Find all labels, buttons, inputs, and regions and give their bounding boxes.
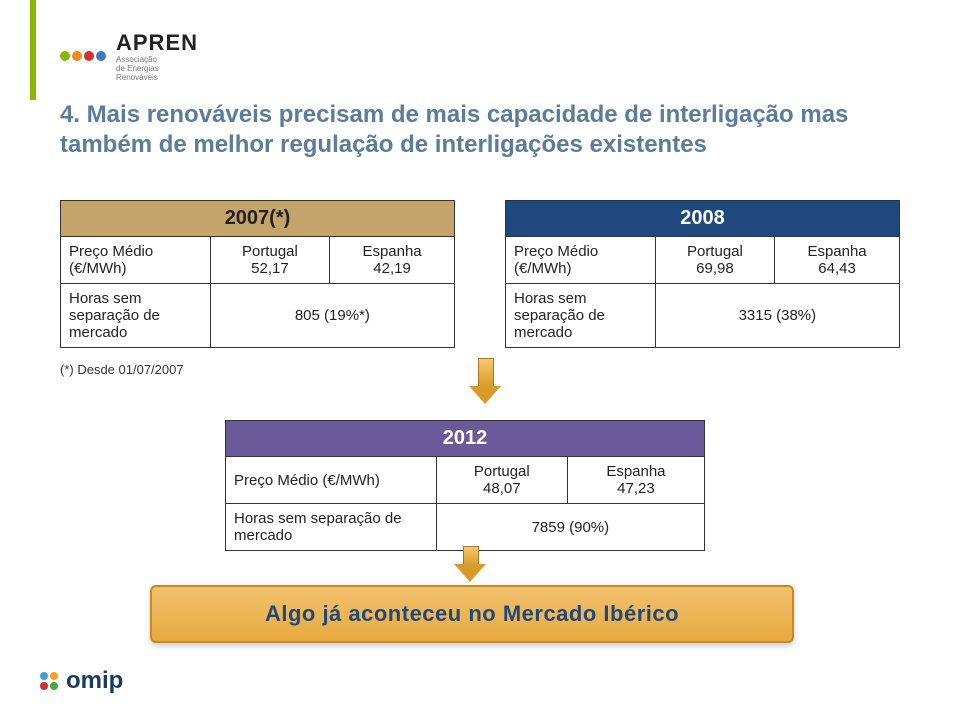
logo-dot — [84, 51, 94, 61]
footer-logo-text: omip — [66, 667, 123, 695]
logo-sub-line: Renováveis — [116, 74, 198, 83]
table-2012-r1c1: Portugal 48,07 — [436, 457, 567, 504]
table-2012: 2012 Preço Médio (€/MWh) Portugal 48,07 … — [225, 420, 705, 551]
table-2008: 2008 Preço Médio (€/MWh) Portugal 69,98 … — [505, 200, 900, 348]
country-label: Espanha — [576, 463, 696, 480]
table-2007-year: 2007(*) — [61, 201, 455, 237]
value: 52,17 — [219, 260, 321, 277]
table-2008-year: 2008 — [506, 201, 900, 237]
table-2007-row1-label: Preço Médio (€/MWh) — [61, 237, 211, 284]
country-label: Espanha — [338, 243, 446, 260]
logo-dot — [50, 672, 58, 680]
value: 48,07 — [445, 480, 559, 497]
value: 64,43 — [783, 260, 891, 277]
table-2007-r1c1: Portugal 52,17 — [210, 237, 329, 284]
table-2007: 2007(*) Preço Médio (€/MWh) Portugal 52,… — [60, 200, 455, 348]
logo-subtitle: Associação de Energias Renováveis — [116, 56, 198, 82]
logo-dot — [60, 51, 70, 61]
table-2007-row2-label: Horas sem separação de mercado — [61, 284, 211, 348]
table-2012-r1c2: Espanha 47,23 — [567, 457, 704, 504]
left-accent-bar — [30, 0, 36, 100]
table-2012-row2-label: Horas sem separação de mercado — [226, 504, 437, 551]
table-2008-row2-label: Horas sem separação de mercado — [506, 284, 656, 348]
country-label: Portugal — [664, 243, 766, 260]
table-2012-container: 2012 Preço Médio (€/MWh) Portugal 48,07 … — [225, 420, 705, 551]
banner-text: Algo já aconteceu no Mercado Ibérico — [265, 601, 679, 627]
value: 42,19 — [338, 260, 446, 277]
logo-text: APREN — [116, 30, 198, 55]
table-2012-row1-label: Preço Médio (€/MWh) — [226, 457, 437, 504]
omip-logo-mark — [40, 672, 58, 690]
logo-text-wrap: APREN Associação de Energias Renováveis — [116, 30, 198, 82]
logo-mark — [60, 51, 106, 61]
value: 69,98 — [664, 260, 766, 277]
header-logo-apren: APREN Associação de Energias Renováveis — [60, 30, 198, 82]
logo-dot — [96, 51, 106, 61]
country-label: Portugal — [219, 243, 321, 260]
table-2008-row1-label: Preço Médio (€/MWh) — [506, 237, 656, 284]
table-2008-r1c1: Portugal 69,98 — [655, 237, 774, 284]
top-tables-row: 2007(*) Preço Médio (€/MWh) Portugal 52,… — [60, 200, 900, 348]
slide-title: 4. Mais renováveis precisam de mais capa… — [60, 100, 880, 160]
conclusion-banner: Algo já aconteceu no Mercado Ibérico — [150, 585, 794, 643]
table-2008-r1c2: Espanha 64,43 — [775, 237, 900, 284]
table-2012-year: 2012 — [226, 421, 705, 457]
country-label: Espanha — [783, 243, 891, 260]
logo-dot — [50, 682, 58, 690]
table-2007-r1c2: Espanha 42,19 — [330, 237, 455, 284]
logo-dot — [72, 51, 82, 61]
table-2012-row2-value: 7859 (90%) — [436, 504, 704, 551]
table-2008-row2-value: 3315 (38%) — [655, 284, 899, 348]
country-label: Portugal — [445, 463, 559, 480]
logo-dot — [40, 682, 48, 690]
logo-dot — [40, 672, 48, 680]
footer-logo-omip: omip — [40, 667, 123, 695]
table-2007-row2-value: 805 (19%*) — [210, 284, 454, 348]
footnote-2007: (*) Desde 01/07/2007 — [60, 362, 184, 377]
value: 47,23 — [576, 480, 696, 497]
